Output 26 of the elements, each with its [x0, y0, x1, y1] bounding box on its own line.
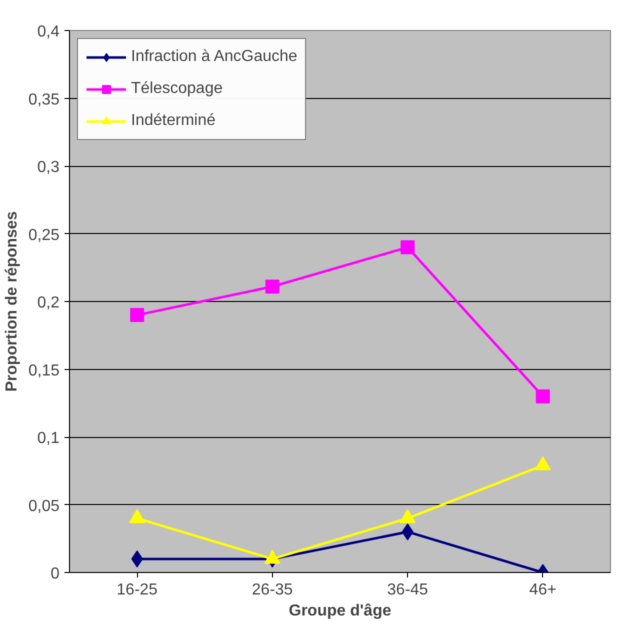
y-tick-label: 0,25: [28, 226, 60, 244]
point: [400, 240, 415, 254]
y-tick-label: 0,15: [28, 362, 60, 380]
y-tick-label: 0,3: [37, 159, 60, 176]
legend-label: Indéterminé: [131, 112, 216, 130]
y-tick-label: 0: [50, 566, 60, 582]
point: [536, 389, 550, 404]
y-axis-title: Proportion de réponses: [3, 211, 20, 392]
x-tick-label: 46+: [529, 582, 556, 598]
x-tick-label: 26-35: [252, 582, 293, 598]
point: [264, 550, 280, 564]
x-tick-label: 36-45: [387, 582, 428, 598]
y-tick-label: 0,4: [37, 24, 60, 40]
y-tick-label: 0,1: [37, 430, 60, 447]
legend-label: Télescopage: [131, 80, 223, 98]
point: [400, 509, 416, 524]
x-tick-label: 16-25: [116, 582, 158, 598]
point: [534, 456, 551, 470]
point: [129, 509, 146, 524]
legend-label: Infraction à AncGauche: [131, 48, 298, 66]
point: [265, 280, 280, 294]
y-tick-label: 0,2: [37, 294, 60, 312]
point: [130, 308, 144, 322]
x-axis-title: Groupe d'âge: [288, 602, 392, 620]
y-tick-label: 0,35: [28, 91, 60, 108]
y-tick-label: 0,05: [28, 498, 60, 515]
